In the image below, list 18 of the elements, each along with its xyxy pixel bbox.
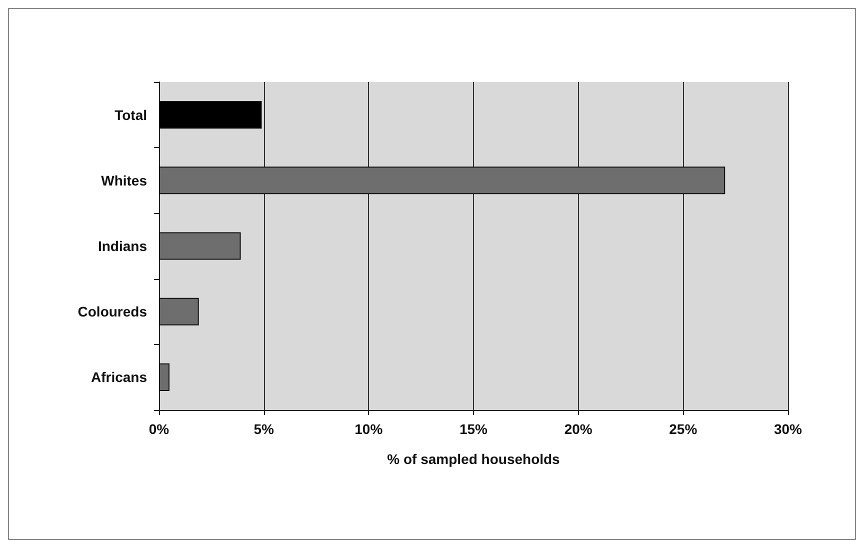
y-tick-label: Total (114, 106, 147, 123)
y-tick-label: Coloureds (78, 304, 148, 320)
bar (159, 101, 262, 129)
bar (159, 166, 726, 194)
x-tick-label: 5% (254, 421, 274, 437)
x-axis-title: % of sampled households (387, 451, 560, 467)
x-tick-label: 20% (564, 421, 593, 437)
x-tick-label: 25% (669, 421, 698, 437)
bar (159, 232, 241, 260)
x-tick-label: 0% (148, 421, 170, 437)
bar (159, 363, 170, 391)
x-tick-label: 15% (459, 421, 488, 437)
bar (159, 298, 199, 326)
x-tick-label: 30% (774, 421, 803, 437)
y-tick-label: Indians (98, 238, 148, 254)
x-tick-label: 10% (354, 421, 384, 437)
y-tick-label: Africans (90, 369, 148, 386)
y-tick-label: Whites (101, 172, 148, 188)
